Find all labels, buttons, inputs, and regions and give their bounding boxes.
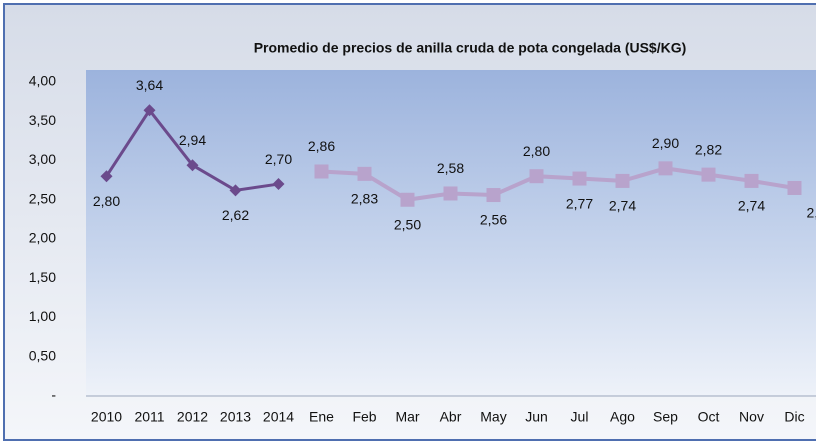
data-label: 2,80 — [93, 193, 120, 209]
data-label: 2,86 — [308, 138, 335, 154]
marker — [787, 180, 802, 195]
y-tick-label: 3,00 — [29, 151, 56, 167]
marker — [272, 178, 285, 191]
marker — [615, 173, 630, 188]
marker — [186, 159, 199, 172]
chart-title: Promedio de precios de anilla cruda de p… — [254, 40, 687, 56]
marker — [100, 170, 113, 183]
marker — [529, 169, 544, 184]
marker — [486, 188, 501, 203]
y-tick-label: 3,50 — [29, 112, 56, 128]
x-tick-label: 2013 — [220, 409, 251, 425]
data-label: 2,83 — [351, 191, 378, 207]
marker — [744, 173, 759, 188]
data-label: 2,74 — [609, 198, 636, 214]
x-tick-label: 2011 — [134, 409, 164, 425]
y-tick-label: 4,00 — [29, 73, 56, 89]
marker — [229, 184, 242, 197]
x-tick-label: Jul — [571, 409, 589, 425]
data-label: 2,80 — [523, 143, 550, 159]
data-label: 2,82 — [695, 141, 722, 157]
marker — [658, 161, 673, 176]
plot-area — [86, 70, 816, 396]
marker — [572, 171, 587, 186]
x-tick-label: 2014 — [263, 409, 294, 425]
y-tick-label: 2,00 — [29, 230, 56, 246]
y-tick-label: 0,50 — [29, 347, 56, 363]
x-tick-label: 2012 — [177, 409, 208, 425]
x-tick-label: May — [480, 409, 506, 425]
series-line — [321, 166, 795, 202]
x-tick-label: Jun — [525, 409, 548, 425]
x-tick-label: Sep — [653, 409, 678, 425]
marker — [143, 104, 156, 117]
y-tick-label: 1,50 — [29, 269, 56, 285]
data-label: 2,77 — [566, 195, 593, 211]
marker — [357, 166, 372, 181]
x-tick-label: Dic — [784, 409, 804, 425]
marker — [443, 186, 458, 201]
x-tick-label: Oct — [698, 409, 720, 425]
data-label: 3,64 — [136, 77, 163, 93]
data-label: 2,94 — [179, 132, 206, 148]
marker — [400, 192, 415, 207]
y-tick-label: - — [51, 387, 56, 403]
x-tick-label: 2010 — [91, 409, 122, 425]
marker — [701, 167, 716, 182]
x-tick-label: Ago — [610, 409, 635, 425]
x-tick-label: Nov — [739, 409, 764, 425]
y-tick-label: 2,50 — [29, 190, 56, 206]
x-tick-label: Ene — [309, 409, 334, 425]
data-label: 2,74 — [738, 198, 765, 214]
data-label: 2,50 — [394, 216, 421, 232]
data-label: 2,90 — [652, 135, 679, 151]
x-tick-label: Feb — [352, 409, 376, 425]
data-label: 2,65 — [807, 205, 816, 221]
data-label: 2,58 — [437, 160, 464, 176]
data-label: 2,62 — [222, 207, 249, 223]
y-tick-label: 1,00 — [29, 308, 56, 324]
x-tick-label: Abr — [440, 409, 462, 425]
data-label: 2,56 — [480, 212, 507, 228]
data-label: 2,70 — [265, 151, 292, 167]
marker — [314, 164, 329, 179]
x-tick-label: Mar — [395, 409, 419, 425]
